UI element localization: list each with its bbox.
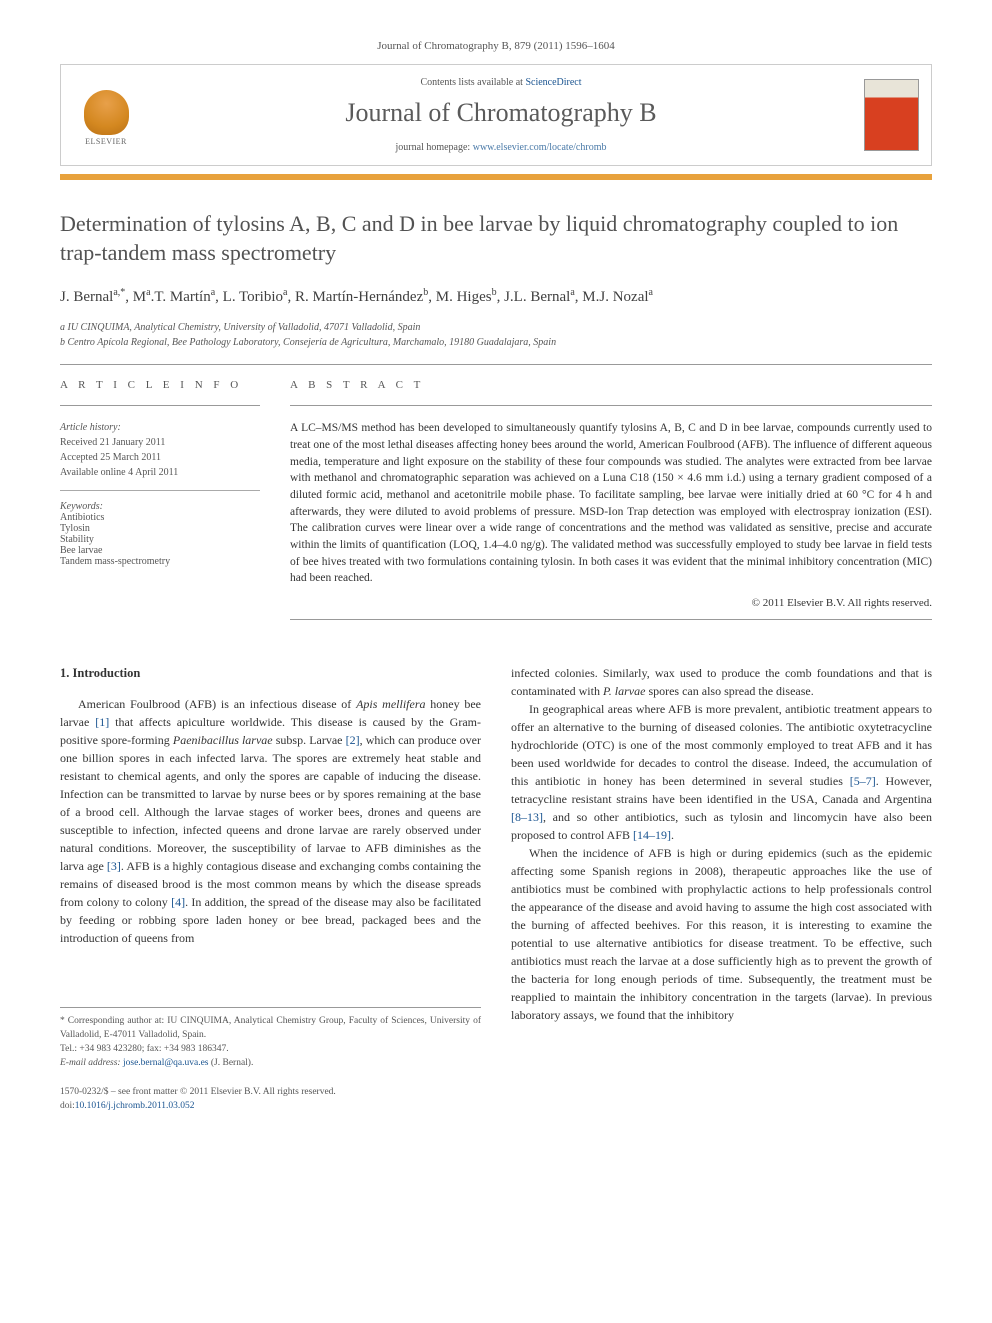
- intro-paragraph-1: American Foulbrood (AFB) is an infectiou…: [60, 695, 481, 947]
- journal-name: Journal of Chromatography B: [161, 98, 841, 128]
- intro-paragraph-3: In geographical areas where AFB is more …: [511, 700, 932, 844]
- journal-header-box: ELSEVIER Contents lists available at Sci…: [60, 64, 932, 166]
- authors-line: J. Bernala,*, Ma.T. Martína, L. Toribioa…: [60, 287, 932, 306]
- intro-paragraph-4: When the incidence of AFB is high or dur…: [511, 844, 932, 1024]
- history-label: Article history:: [60, 420, 260, 435]
- meta-divider-1: [60, 405, 260, 406]
- history-online: Available online 4 April 2011: [60, 465, 260, 480]
- keyword-3: Bee larvae: [60, 545, 260, 556]
- email-label: E-mail address:: [60, 1058, 123, 1068]
- keyword-2: Stability: [60, 534, 260, 545]
- corresponding-email-line: E-mail address: jose.bernal@qa.uva.es (J…: [60, 1056, 481, 1070]
- journal-cover-thumbnail: [864, 79, 919, 151]
- history-received: Received 21 January 2011: [60, 435, 260, 450]
- keywords-block: Keywords: Antibiotics Tylosin Stability …: [60, 501, 260, 567]
- body-columns: 1. Introduction American Foulbrood (AFB)…: [60, 664, 932, 1113]
- article-info-heading: A R T I C L E I N F O: [60, 379, 260, 391]
- history-accepted: Accepted 25 March 2011: [60, 450, 260, 465]
- article-info-column: A R T I C L E I N F O Article history: R…: [60, 379, 260, 634]
- meta-abstract-row: A R T I C L E I N F O Article history: R…: [60, 379, 932, 634]
- publisher-name: ELSEVIER: [85, 137, 127, 146]
- doi-link[interactable]: 10.1016/j.jchromb.2011.03.052: [75, 1101, 195, 1111]
- abstract-column: A B S T R A C T A LC–MS/MS method has be…: [290, 379, 932, 634]
- keyword-4: Tandem mass-spectrometry: [60, 556, 260, 567]
- corresponding-author-block: * Corresponding author at: IU CINQUIMA, …: [60, 1007, 481, 1071]
- doi-line: doi:10.1016/j.jchromb.2011.03.052: [60, 1099, 481, 1113]
- intro-paragraph-2: infected colonies. Similarly, wax used t…: [511, 664, 932, 700]
- section-1-heading: 1. Introduction: [60, 664, 481, 683]
- header-center: Contents lists available at ScienceDirec…: [151, 65, 851, 165]
- homepage-link[interactable]: www.elsevier.com/locate/chromb: [473, 142, 607, 153]
- publisher-logo-cell: ELSEVIER: [61, 65, 151, 165]
- abstract-text: A LC–MS/MS method has been developed to …: [290, 420, 932, 587]
- corresponding-text: * Corresponding author at: IU CINQUIMA, …: [60, 1014, 481, 1043]
- abstract-heading: A B S T R A C T: [290, 379, 932, 391]
- body-column-left: 1. Introduction American Foulbrood (AFB)…: [60, 664, 481, 1113]
- email-suffix: (J. Bernal).: [209, 1058, 254, 1068]
- affiliation-b: b Centro Apícola Regional, Bee Pathology…: [60, 335, 932, 350]
- article-title: Determination of tylosins A, B, C and D …: [60, 210, 932, 267]
- keyword-0: Antibiotics: [60, 512, 260, 523]
- article-history-block: Article history: Received 21 January 201…: [60, 420, 260, 491]
- homepage-line: journal homepage: www.elsevier.com/locat…: [161, 142, 841, 153]
- abstract-copyright: © 2011 Elsevier B.V. All rights reserved…: [290, 597, 932, 609]
- doi-label: doi:: [60, 1101, 75, 1111]
- journal-cover-cell: [851, 65, 931, 165]
- affiliations-block: a IU CINQUIMA, Analytical Chemistry, Uni…: [60, 320, 932, 350]
- keyword-1: Tylosin: [60, 523, 260, 534]
- sciencedirect-link[interactable]: ScienceDirect: [525, 77, 581, 88]
- email-link[interactable]: jose.bernal@qa.uva.es: [123, 1058, 209, 1068]
- issn-line: 1570-0232/$ – see front matter © 2011 El…: [60, 1085, 481, 1099]
- keywords-label: Keywords:: [60, 501, 260, 512]
- top-citation: Journal of Chromatography B, 879 (2011) …: [60, 40, 932, 52]
- elsevier-tree-icon: [84, 90, 129, 135]
- divider-top: [60, 364, 932, 365]
- body-column-right: infected colonies. Similarly, wax used t…: [511, 664, 932, 1113]
- abstract-divider: [290, 405, 932, 406]
- corresponding-tel: Tel.: +34 983 423280; fax: +34 983 18634…: [60, 1042, 481, 1056]
- page-container: Journal of Chromatography B, 879 (2011) …: [0, 0, 992, 1153]
- elsevier-logo: ELSEVIER: [76, 90, 136, 155]
- homepage-prefix: journal homepage:: [396, 142, 473, 153]
- doi-block: 1570-0232/$ – see front matter © 2011 El…: [60, 1085, 481, 1114]
- orange-divider-bar: [60, 174, 932, 180]
- contents-line: Contents lists available at ScienceDirec…: [161, 77, 841, 88]
- contents-prefix: Contents lists available at: [420, 77, 525, 88]
- abstract-divider-bottom: [290, 619, 932, 620]
- affiliation-a: a IU CINQUIMA, Analytical Chemistry, Uni…: [60, 320, 932, 335]
